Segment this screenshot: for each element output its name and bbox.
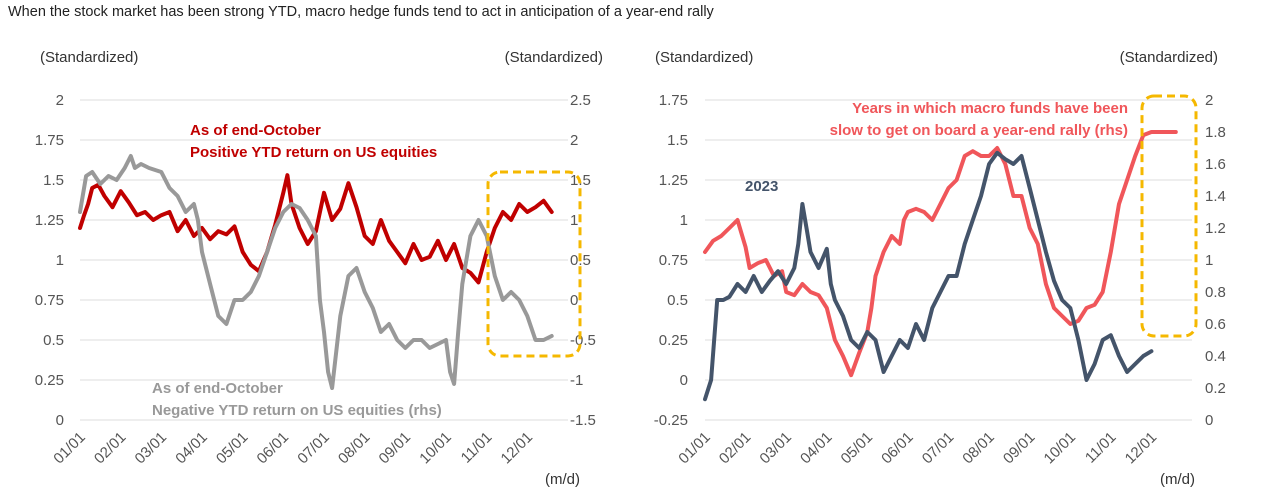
series-line <box>703 130 1178 378</box>
x-axis-label: (m/d) <box>545 471 580 488</box>
x-tick-label: 05/01 <box>838 429 877 468</box>
series-label: Years in which macro funds have been <box>852 100 1128 117</box>
x-tick-label: 07/01 <box>919 429 958 468</box>
x-tick-label: 10/01 <box>416 429 455 468</box>
right-chart: -0.25 0 0.25 0.5 0.75 1 1.25 1.5 1.75 0 0.2 0.4 0.6 0… <box>654 49 1226 488</box>
right-y-tick-label: 0 <box>570 292 578 309</box>
x-tick-label: 11/01 <box>1082 429 1120 467</box>
left-y-tick-label: 1.25 <box>659 172 688 189</box>
x-tick-label: 11/01 <box>458 429 496 467</box>
right-y-tick-label: 0.4 <box>1205 348 1226 365</box>
right-y-tick-label: 1.6 <box>1205 156 1226 173</box>
left-y-tick-label: -0.25 <box>654 412 688 429</box>
left-y-tick-label: 1.5 <box>667 132 688 149</box>
x-tick-label: 01/01 <box>50 429 89 468</box>
x-tick-label: 01/01 <box>675 429 714 468</box>
left-axis-unit: (Standardized) <box>655 49 753 66</box>
x-tick-label: 10/01 <box>1041 429 1080 468</box>
left-y-tick-label: 1.75 <box>35 132 64 149</box>
right-y-tick-label: -0.5 <box>570 332 596 349</box>
x-tick-label: 08/01 <box>959 429 998 468</box>
series-line <box>703 150 1154 402</box>
left-y-tick-label: 1.75 <box>659 92 688 109</box>
x-tick-label: 02/01 <box>91 429 130 468</box>
right-y-tick-label: 1.8 <box>1205 124 1226 141</box>
highlight-box <box>1140 94 1198 338</box>
series-label: 2023 <box>745 178 778 195</box>
left-y-tick-label: 0.25 <box>659 332 688 349</box>
series-label: Positive YTD return on US equities <box>190 144 437 161</box>
right-y-tick-label: -1.5 <box>570 412 596 429</box>
right-y-tick-label: 2.5 <box>570 92 591 109</box>
left-y-tick-label: 0.75 <box>659 252 688 269</box>
right-y-tick-label: 1 <box>1205 252 1213 269</box>
right-y-tick-label: 2 <box>1205 92 1213 109</box>
x-tick-label: 06/01 <box>254 429 293 468</box>
left-y-tick-label: 0 <box>680 372 688 389</box>
x-tick-label: 09/01 <box>376 429 415 468</box>
x-tick-label: 05/01 <box>213 429 252 468</box>
right-y-tick-label: 0.8 <box>1205 284 1226 301</box>
x-tick-label: 12/01 <box>498 429 537 468</box>
left-y-tick-label: 0.5 <box>43 332 64 349</box>
series-line <box>78 173 554 285</box>
left-axis-unit: (Standardized) <box>40 49 138 66</box>
x-tick-label: 07/01 <box>294 429 333 468</box>
series-label: slow to get on board a year-end rally (r… <box>830 122 1128 139</box>
x-tick-label: 04/01 <box>797 429 836 468</box>
right-axis-unit: (Standardized) <box>505 49 603 66</box>
right-y-tick-label: 2 <box>570 132 578 149</box>
x-tick-label: 06/01 <box>878 429 917 468</box>
x-tick-label: 08/01 <box>335 429 374 468</box>
series-line <box>78 154 554 390</box>
left-y-tick-label: 1 <box>680 212 688 229</box>
left-y-tick-label: 0.75 <box>35 292 64 309</box>
series-label: Negative YTD return on US equities (rhs) <box>152 402 442 419</box>
left-y-tick-label: 2 <box>56 92 64 109</box>
x-tick-label: 02/01 <box>716 429 755 468</box>
highlight-box <box>486 170 582 358</box>
right-y-tick-label: 0.6 <box>1205 316 1226 333</box>
right-y-tick-label: 0.2 <box>1205 380 1226 397</box>
left-y-tick-label: 1 <box>56 252 64 269</box>
left-chart: 00.250.50.7511.251.51.752-1.5-1-0.500.51… <box>35 49 603 488</box>
right-y-tick-label: 0 <box>1205 412 1213 429</box>
left-y-tick-label: 1.25 <box>35 212 64 229</box>
x-tick-label: 03/01 <box>132 429 171 468</box>
left-y-tick-label: 1.5 <box>43 172 64 189</box>
x-axis-label: (m/d) <box>1160 471 1195 488</box>
figure-title: When the stock market has been strong YT… <box>8 4 714 20</box>
x-tick-label: 09/01 <box>1000 429 1039 468</box>
series-label: As of end-October <box>152 380 283 397</box>
series-label: As of end-October <box>190 122 321 139</box>
x-tick-label: 12/01 <box>1122 429 1161 468</box>
right-y-tick-label: -1 <box>570 372 583 389</box>
right-y-tick-label: 1.2 <box>1205 220 1226 237</box>
left-y-tick-label: 0.25 <box>35 372 64 389</box>
x-tick-label: 04/01 <box>172 429 211 468</box>
left-y-tick-label: 0 <box>56 412 64 429</box>
left-y-tick-label: 0.5 <box>667 292 688 309</box>
right-axis-unit: (Standardized) <box>1120 49 1218 66</box>
right-y-tick-label: 1 <box>570 212 578 229</box>
x-tick-label: 03/01 <box>756 429 795 468</box>
right-y-tick-label: 1.4 <box>1205 188 1226 205</box>
